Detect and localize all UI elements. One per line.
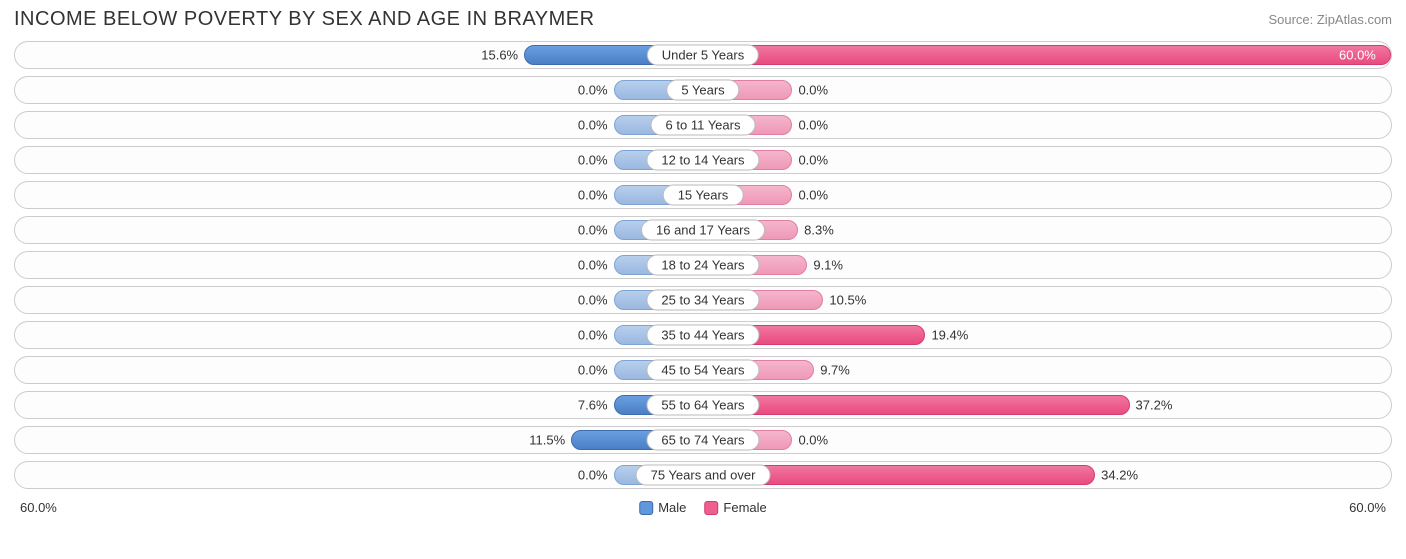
female-value-label: 60.0% [1339,48,1376,63]
male-value-label: 0.0% [578,468,608,483]
female-swatch-icon [704,501,718,515]
chart-area: 15.6%60.0%Under 5 Years0.0%0.0%5 Years0.… [0,41,1406,489]
age-group-label: 16 and 17 Years [641,220,765,241]
male-value-label: 7.6% [578,398,608,413]
female-value-label: 9.1% [813,258,843,273]
axis-left-max: 60.0% [20,500,57,515]
female-value-label: 0.0% [798,433,828,448]
age-group-label: Under 5 Years [647,45,759,66]
age-group-label: 75 Years and over [636,465,771,486]
male-value-label: 0.0% [578,328,608,343]
male-value-label: 0.0% [578,153,608,168]
female-value-label: 0.0% [798,83,828,98]
age-group-label: 45 to 54 Years [646,360,759,381]
female-value-label: 34.2% [1101,468,1138,483]
female-value-label: 8.3% [804,223,834,238]
male-value-label: 0.0% [578,188,608,203]
chart-row: 0.0% 0.0% 15 Years [14,181,1392,209]
chart-row: 7.6% 37.2% 55 to 64 Years [14,391,1392,419]
age-group-label: 55 to 64 Years [646,395,759,416]
chart-row: 15.6% 60.0% Under 5 Years [14,41,1392,69]
female-value-label: 10.5% [829,293,866,308]
female-value-label: 9.7% [820,363,850,378]
chart-row: 0.0% 34.2% 75 Years and over [14,461,1392,489]
female-value-label: 37.2% [1136,398,1173,413]
female-bar [703,45,1391,65]
age-group-label: 65 to 74 Years [646,430,759,451]
chart-title: INCOME BELOW POVERTY BY SEX AND AGE IN B… [14,8,595,31]
source-attribution: Source: ZipAtlas.com [1268,12,1392,27]
female-value-label: 0.0% [798,153,828,168]
chart-row: 0.0% 0.0% 12 to 14 Years [14,146,1392,174]
male-swatch-icon [639,501,653,515]
legend-female: Female [704,500,766,515]
age-group-label: 12 to 14 Years [646,150,759,171]
legend-male-label: Male [658,500,686,515]
age-group-label: 18 to 24 Years [646,255,759,276]
male-value-label: 11.5% [529,433,565,448]
age-group-label: 15 Years [663,185,744,206]
chart-row: 11.5% 0.0% 65 to 74 Years [14,426,1392,454]
male-value-label: 0.0% [578,258,608,273]
male-value-label: 0.0% [578,83,608,98]
age-group-label: 5 Years [666,80,739,101]
chart-row: 0.0% 9.7% 45 to 54 Years [14,356,1392,384]
chart-row: 0.0% 19.4% 35 to 44 Years [14,321,1392,349]
axis-right-max: 60.0% [1349,500,1386,515]
chart-row: 0.0% 0.0% 6 to 11 Years [14,111,1392,139]
male-value-label: 15.6% [481,48,518,63]
female-value-label: 0.0% [798,188,828,203]
female-value-label: 0.0% [798,118,828,133]
age-group-label: 35 to 44 Years [646,325,759,346]
female-bar [703,395,1130,415]
legend: Male Female [639,500,767,515]
male-value-label: 0.0% [578,293,608,308]
legend-female-label: Female [723,500,766,515]
legend-male: Male [639,500,686,515]
chart-row: 0.0% 0.0% 5 Years [14,76,1392,104]
male-value-label: 0.0% [578,118,608,133]
bottom-axis: 60.0% Male Female 60.0% [0,496,1406,520]
male-value-label: 0.0% [578,223,608,238]
chart-row: 0.0% 8.3% 16 and 17 Years [14,216,1392,244]
chart-row: 0.0% 9.1% 18 to 24 Years [14,251,1392,279]
age-group-label: 6 to 11 Years [651,115,756,136]
female-value-label: 19.4% [931,328,968,343]
male-value-label: 0.0% [578,363,608,378]
chart-row: 0.0% 10.5% 25 to 34 Years [14,286,1392,314]
age-group-label: 25 to 34 Years [646,290,759,311]
